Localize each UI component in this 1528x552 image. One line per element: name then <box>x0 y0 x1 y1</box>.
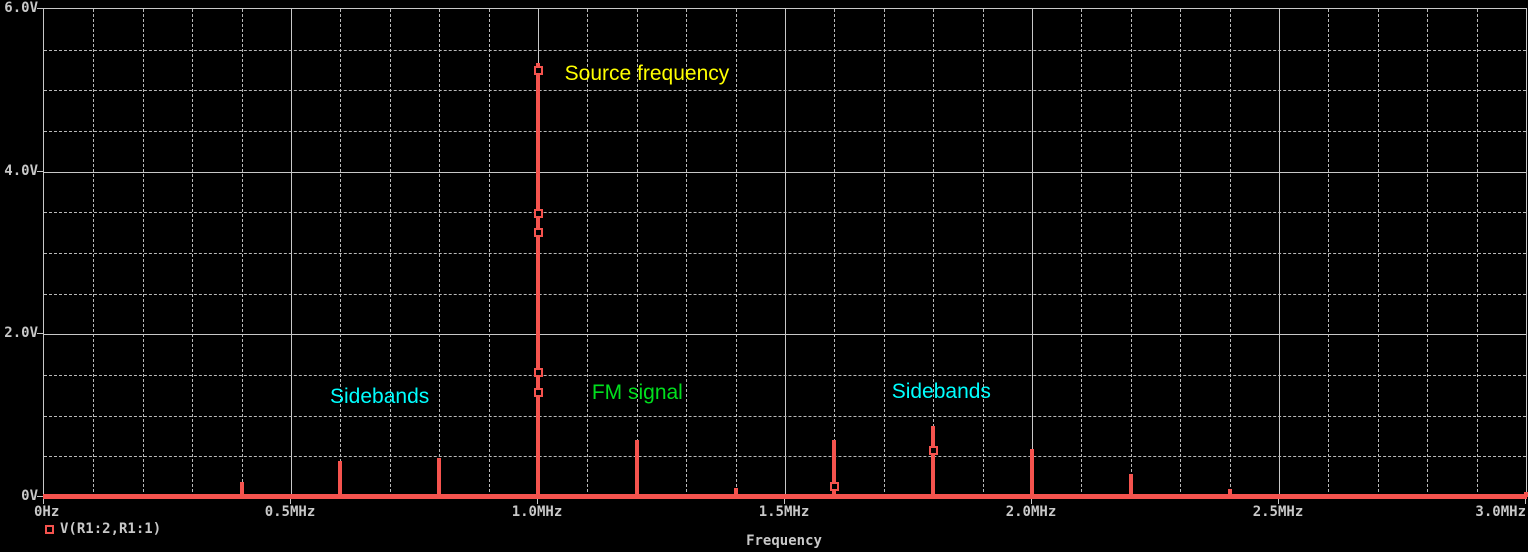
x-tick-mark <box>537 499 538 504</box>
y-tick-label: 4.0V <box>4 162 38 179</box>
gridline-horizontal-minor <box>44 253 1526 254</box>
x-tick-label: 0Hz <box>34 504 60 520</box>
x-tick-mark <box>1031 499 1032 504</box>
gridline-horizontal-major <box>44 171 1526 173</box>
spectrum-plot-area <box>43 8 1528 499</box>
data-point-marker <box>533 368 543 378</box>
x-tick-mark <box>784 499 785 504</box>
spectrum-spike <box>437 457 442 497</box>
y-tick-label: 0V <box>21 488 38 504</box>
spectrum-spike <box>634 440 639 497</box>
x-tick-label: 0.5MHz <box>264 504 316 520</box>
trace-legend-label: V(R1:2,R1:1) <box>60 521 162 537</box>
gridline-horizontal-minor <box>44 456 1526 458</box>
x-tick-label: 3.0MHz <box>1475 504 1526 520</box>
spectrum-spike <box>1227 488 1232 497</box>
x-tick-label: 2.0MHz <box>1005 504 1057 520</box>
gridline-horizontal-minor <box>44 131 1526 132</box>
trace-marker-icon <box>45 524 54 534</box>
annotation-sidebands-left: Sidebands <box>330 384 430 408</box>
spectrum-spike <box>239 482 244 497</box>
data-point-marker <box>928 446 938 456</box>
spectrum-spike <box>1128 474 1133 497</box>
spectrum-spike <box>733 488 738 497</box>
data-point-marker <box>533 228 543 238</box>
x-tick-mark <box>1278 499 1279 504</box>
trace-legend[interactable]: V(R1:2,R1:1) <box>45 522 161 536</box>
y-tick-mark <box>37 170 43 172</box>
spectrum-spike <box>536 62 540 497</box>
annotation-source-frequency: Source frequency <box>564 61 730 85</box>
x-tick-mark <box>43 499 44 504</box>
x-tick-mark <box>290 499 291 504</box>
gridline-horizontal-minor <box>44 375 1526 376</box>
x-tick-label: 2.5MHz <box>1252 504 1304 520</box>
trace-baseline <box>43 494 1527 499</box>
gridline-horizontal-minor <box>44 415 1526 417</box>
y-tick-label: 6.0V <box>4 0 38 16</box>
x-tick-label: 1.5MHz <box>758 504 810 520</box>
x-tick-label: 1.0MHz <box>511 504 563 520</box>
gridline-horizontal-minor <box>44 212 1526 214</box>
spectrum-spike <box>1030 449 1034 497</box>
gridline-horizontal-minor <box>44 90 1526 92</box>
y-tick-mark <box>37 496 43 497</box>
spectrum-spike <box>338 461 343 497</box>
data-point-marker <box>533 388 543 398</box>
annotation-sidebands-right: Sidebands <box>891 379 991 403</box>
data-point-marker <box>829 481 839 491</box>
data-point-marker <box>533 65 543 75</box>
gridline-horizontal-major <box>44 334 1526 336</box>
annotation-fm-signal: FM signal <box>591 380 683 404</box>
y-tick-mark <box>37 8 43 9</box>
data-point-marker <box>533 209 543 219</box>
spectrum-spike <box>832 440 837 497</box>
x-tick-mark <box>1525 499 1526 504</box>
y-tick-mark <box>37 333 43 335</box>
gridline-horizontal-minor <box>44 49 1526 51</box>
spectrum-spike <box>931 426 936 497</box>
x-axis-title: Frequency <box>746 533 822 549</box>
gridline-horizontal-minor <box>44 293 1526 295</box>
y-tick-label: 2.0V <box>4 325 38 342</box>
